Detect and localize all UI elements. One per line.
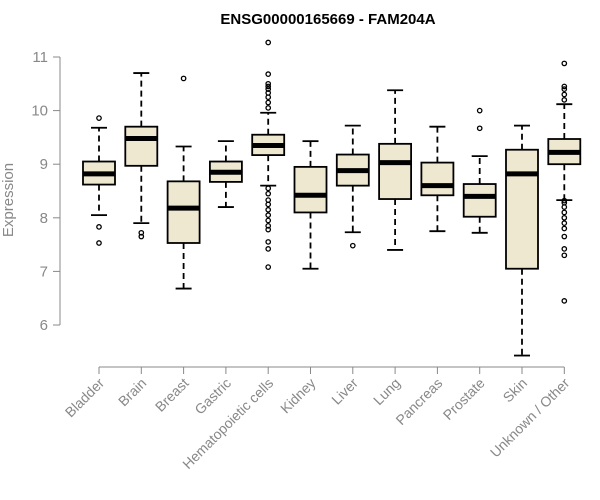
box-group — [166, 75, 201, 290]
outlier-point — [96, 224, 102, 230]
x-tick-label: Skin — [500, 375, 531, 406]
x-tick-label: Unknown / Other — [487, 375, 573, 461]
outlier-point — [265, 217, 272, 224]
chart-title: ENSG00000165669 - FAM204A — [220, 11, 435, 28]
outlier-point — [561, 220, 568, 227]
outlier-point — [265, 246, 272, 252]
outlier-point — [265, 105, 272, 111]
outlier-point — [180, 75, 187, 82]
iqr-box — [505, 148, 539, 270]
outlier-point — [561, 83, 568, 90]
x-tick-label: Kidney — [277, 375, 319, 417]
x-tick-label: Bladder — [62, 375, 108, 421]
iqr-box — [124, 125, 159, 167]
outlier-point — [265, 212, 272, 218]
outlier-point — [476, 107, 483, 114]
outlier-point — [561, 60, 568, 67]
outlier-point — [265, 190, 272, 197]
outlier-point — [96, 115, 102, 121]
iqr-box — [378, 142, 413, 200]
y-tick-label: 7 — [40, 263, 48, 280]
outlier-point — [265, 239, 272, 245]
y-tick-label: 10 — [31, 103, 48, 120]
outlier-point — [265, 80, 272, 87]
outlier-point — [561, 86, 568, 93]
y-tick-label: 11 — [32, 49, 48, 66]
outlier-point — [265, 226, 272, 233]
iqr-box — [293, 165, 328, 214]
x-tick-label: Pancreas — [392, 375, 445, 428]
outlier-point — [265, 99, 272, 106]
outlier-point — [265, 264, 272, 270]
outlier-point — [561, 298, 568, 304]
y-axis: 6 7 8 9 10 11 — [31, 49, 61, 334]
outlier-point — [265, 206, 272, 213]
outlier-point — [561, 197, 568, 204]
iqr-box — [420, 161, 455, 197]
outlier-point — [561, 246, 568, 252]
outlier-point — [561, 225, 568, 232]
outlier-point — [265, 201, 272, 208]
box-group — [547, 60, 582, 304]
outlier-point — [561, 97, 568, 103]
x-tick-label: Lung — [370, 375, 403, 408]
iqr-box — [166, 180, 201, 244]
iqr-box — [462, 183, 497, 218]
x-tick-label: Prostate — [440, 375, 488, 423]
outlier-point — [561, 204, 568, 210]
outlier-point — [476, 125, 483, 132]
y-tick-label: 8 — [40, 210, 48, 227]
y-tick-label: 6 — [40, 317, 48, 334]
plot-area — [82, 39, 582, 357]
box-group — [378, 89, 413, 251]
box-group — [462, 107, 497, 234]
box-group — [293, 140, 328, 270]
x-tick-label: Breast — [152, 375, 192, 415]
outlier-point — [561, 91, 568, 98]
box-group — [335, 124, 370, 249]
outlier-point — [138, 233, 145, 240]
outlier-point — [96, 240, 102, 246]
outlier-point — [265, 185, 272, 192]
box-group — [420, 125, 455, 233]
outlier-point — [265, 94, 272, 101]
outlier-point — [561, 214, 568, 221]
outlier-point — [349, 242, 356, 249]
box-group — [251, 39, 286, 270]
y-tick-label: 9 — [40, 156, 48, 173]
outlier-point — [561, 209, 568, 216]
outlier-point — [265, 39, 272, 46]
box-group — [124, 72, 159, 240]
x-tick-label: Liver — [328, 375, 361, 408]
box-group — [505, 124, 539, 357]
box-group — [208, 140, 243, 208]
outlier-point — [265, 71, 272, 78]
outlier-point — [561, 252, 568, 259]
outlier-point — [265, 83, 272, 90]
box-group — [82, 115, 116, 246]
outlier-point — [561, 233, 568, 240]
y-axis-label: Expression — [0, 163, 17, 237]
x-tick-label: Brain — [115, 375, 149, 409]
